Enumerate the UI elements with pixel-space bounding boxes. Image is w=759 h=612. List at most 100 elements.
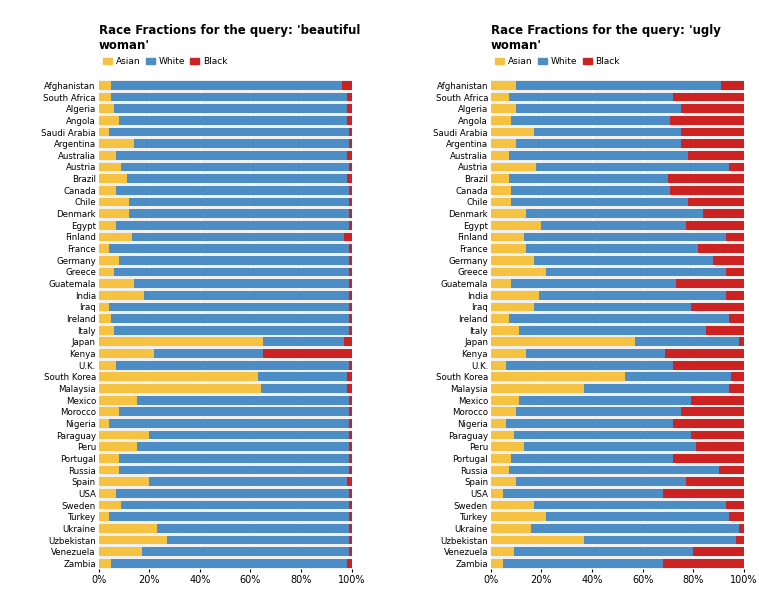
Bar — [119, 466, 349, 474]
Bar — [491, 221, 541, 230]
Bar — [157, 524, 349, 532]
Bar — [491, 536, 584, 545]
Bar — [109, 419, 349, 428]
Bar — [99, 559, 112, 568]
Bar — [729, 512, 744, 521]
Bar — [263, 337, 344, 346]
Bar — [693, 547, 744, 556]
Bar — [691, 396, 744, 405]
Bar — [167, 536, 349, 545]
Bar — [349, 209, 351, 218]
Bar — [506, 361, 673, 370]
Bar — [154, 349, 263, 358]
Bar — [503, 489, 663, 498]
Bar — [681, 128, 744, 136]
Bar — [491, 198, 511, 206]
Bar — [736, 536, 744, 545]
Bar — [349, 524, 351, 532]
Bar — [491, 116, 511, 125]
Bar — [491, 477, 516, 486]
Bar — [129, 198, 349, 206]
Bar — [99, 349, 154, 358]
Bar — [349, 501, 351, 509]
Bar — [99, 267, 114, 276]
Bar — [347, 151, 351, 160]
Bar — [696, 442, 744, 451]
Bar — [704, 209, 744, 218]
Bar — [503, 559, 663, 568]
Bar — [114, 104, 347, 113]
Bar — [673, 454, 744, 463]
Bar — [726, 291, 744, 300]
Bar — [514, 431, 691, 439]
Bar — [99, 454, 119, 463]
Bar — [491, 140, 516, 148]
Bar — [260, 384, 347, 393]
Bar — [668, 174, 744, 183]
Bar — [516, 477, 685, 486]
Bar — [349, 408, 351, 416]
Bar — [491, 442, 524, 451]
Bar — [731, 373, 744, 381]
Bar — [491, 233, 524, 241]
Bar — [99, 373, 258, 381]
Bar — [516, 104, 681, 113]
Bar — [726, 501, 744, 509]
Bar — [491, 174, 509, 183]
Bar — [116, 489, 349, 498]
Bar — [121, 501, 349, 509]
Bar — [349, 512, 351, 521]
Bar — [99, 466, 119, 474]
Bar — [509, 174, 668, 183]
Bar — [347, 477, 351, 486]
Bar — [347, 373, 351, 381]
Bar — [349, 361, 351, 370]
Bar — [99, 140, 134, 148]
Bar — [99, 209, 129, 218]
Bar — [518, 326, 706, 335]
Bar — [116, 221, 349, 230]
Bar — [99, 337, 263, 346]
Bar — [534, 302, 691, 312]
Bar — [537, 163, 729, 171]
Bar — [119, 116, 347, 125]
Bar — [99, 408, 119, 416]
Bar — [491, 361, 506, 370]
Bar — [491, 384, 584, 393]
Bar — [349, 326, 351, 335]
Bar — [349, 466, 351, 474]
Bar — [119, 256, 349, 264]
Bar — [584, 536, 736, 545]
Bar — [121, 163, 349, 171]
Bar — [546, 512, 729, 521]
Bar — [99, 81, 112, 90]
Bar — [635, 337, 739, 346]
Bar — [666, 349, 744, 358]
Bar — [491, 81, 516, 90]
Bar — [347, 116, 351, 125]
Bar — [491, 547, 514, 556]
Bar — [739, 337, 744, 346]
Bar — [719, 466, 744, 474]
Bar — [349, 267, 351, 276]
Bar — [691, 302, 744, 312]
Bar — [99, 233, 131, 241]
Bar — [491, 104, 516, 113]
Bar — [99, 104, 114, 113]
Bar — [349, 256, 351, 264]
Bar — [516, 408, 681, 416]
Bar — [349, 454, 351, 463]
Bar — [349, 314, 351, 323]
Bar — [131, 233, 344, 241]
Bar — [137, 442, 349, 451]
Bar — [491, 419, 506, 428]
Bar — [99, 128, 109, 136]
Bar — [681, 408, 744, 416]
Bar — [729, 314, 744, 323]
Bar — [681, 140, 744, 148]
Bar — [116, 186, 349, 195]
Bar — [491, 314, 509, 323]
Bar — [491, 559, 503, 568]
Bar — [99, 477, 150, 486]
Bar — [511, 116, 670, 125]
